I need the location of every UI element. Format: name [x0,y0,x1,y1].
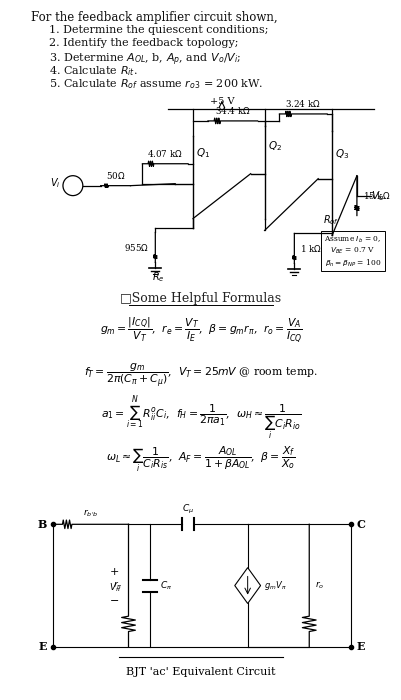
Text: E: E [356,641,365,652]
Text: 955$\Omega$: 955$\Omega$ [124,242,149,253]
Text: $R_e$: $R_e$ [152,270,164,284]
Text: E: E [38,641,47,652]
Text: 5. Calculate $R_{of}$ assume $r_{o3}$ = 200 kW.: 5. Calculate $R_{of}$ assume $r_{o3}$ = … [49,77,263,91]
Text: 1. Determine the quiescent conditions;: 1. Determine the quiescent conditions; [49,25,268,35]
Text: $Q_2$: $Q_2$ [267,139,281,153]
Text: Assume $I_b$ = 0,
$V_{BE}$ = 0.7 V
$\beta_n = \beta_{NP}$ = 100: Assume $I_b$ = 0, $V_{BE}$ = 0.7 V $\bet… [324,234,381,269]
Text: $V_\pi$: $V_\pi$ [108,581,120,594]
Text: 4. Calculate $R_{it}$.: 4. Calculate $R_{it}$. [49,64,138,78]
Text: $C_\mu$: $C_\mu$ [182,503,194,517]
Text: $Q_1$: $Q_1$ [196,146,210,160]
Text: 1 k$\Omega$: 1 k$\Omega$ [300,243,322,254]
Text: B: B [38,519,47,530]
Text: $C_\pi$: $C_\pi$ [160,580,172,592]
Text: 15 k$\Omega$: 15 k$\Omega$ [362,190,389,201]
Text: −: − [109,596,119,606]
Text: $r_\pi$: $r_\pi$ [113,580,122,592]
Text: $R_{of}$: $R_{of}$ [322,214,338,228]
Text: 3.24 k$\Omega$: 3.24 k$\Omega$ [285,98,320,109]
Text: $a_1 = \sum_{i=1}^{N} R_{ii}^o C_i$,  $f_H = \dfrac{1}{2\pi a_1}$,  $\omega_H \a: $a_1 = \sum_{i=1}^{N} R_{ii}^o C_i$, $f_… [101,394,300,442]
Text: $Q_3$: $Q_3$ [334,147,348,161]
Text: $V_o$: $V_o$ [370,189,383,202]
Text: +: + [109,566,119,577]
Text: 3. Determine $A_{OL}$, b, $A_p$, and $V_o$/$V_i$;: 3. Determine $A_{OL}$, b, $A_p$, and $V_… [49,51,241,68]
Text: $V_i$: $V_i$ [51,176,61,190]
Text: 34.4 k$\Omega$: 34.4 k$\Omega$ [214,105,250,116]
Text: 50$\Omega$: 50$\Omega$ [105,169,125,181]
Text: BJT 'ac' Equivalent Circuit: BJT 'ac' Equivalent Circuit [126,666,275,677]
Text: 4.07 k$\Omega$: 4.07 k$\Omega$ [147,148,183,159]
Text: +5 V: +5 V [209,97,233,106]
Text: $r_{b'b}$: $r_{b'b}$ [83,508,98,519]
Text: $g_m V_\pi$: $g_m V_\pi$ [263,579,286,592]
Text: □Some Helpful Formulas: □Some Helpful Formulas [120,292,281,305]
FancyBboxPatch shape [320,232,384,272]
Text: 2. Identify the feedback topology;: 2. Identify the feedback topology; [49,38,238,48]
Text: C: C [356,519,365,530]
Text: $\omega_L \approx \sum_i \dfrac{1}{C_i R_{is}}$,  $A_F = \dfrac{A_{OL}}{1 + \bet: $\omega_L \approx \sum_i \dfrac{1}{C_i R… [106,445,295,474]
Text: $r_o$: $r_o$ [314,580,324,592]
Text: $g_m = \dfrac{|I_{CQ}|}{V_T}$,  $r_e = \dfrac{V_T}{I_E}$,  $\beta = g_m r_\pi$, : $g_m = \dfrac{|I_{CQ}|}{V_T}$, $r_e = \d… [99,315,302,345]
Text: For the feedback amplifier circuit shown,: For the feedback amplifier circuit shown… [31,11,277,25]
Text: $f_T = \dfrac{g_m}{2\pi(C_\pi + C_\mu)}$,  $V_T = 25mV$ @ room temp.: $f_T = \dfrac{g_m}{2\pi(C_\pi + C_\mu)}$… [84,361,317,388]
